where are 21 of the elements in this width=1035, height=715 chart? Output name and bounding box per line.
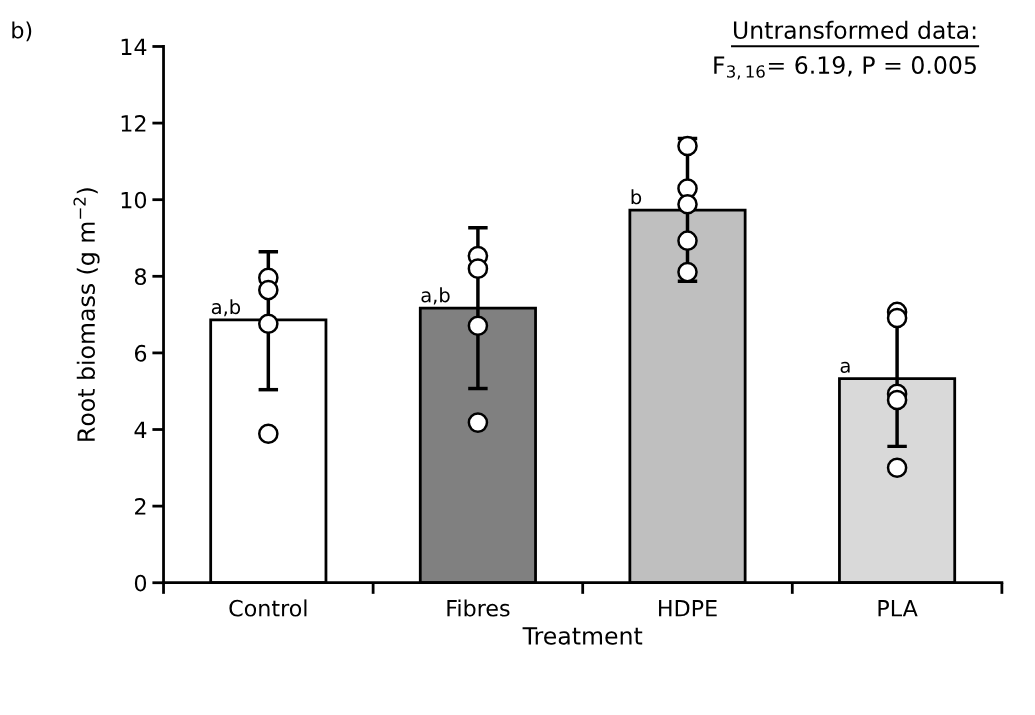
y-tick-label: 2 — [135, 498, 146, 515]
y-tick-label: 14 — [121, 38, 147, 55]
y-tick-label: 6 — [134, 344, 147, 362]
y-tick-label: 0 — [134, 574, 147, 592]
annotation: a,b — [421, 287, 450, 305]
annotation: b — [631, 189, 642, 205]
text: Untransformed data: — [733, 20, 976, 40]
x-tick-label: Fibres — [447, 599, 510, 617]
y-axis-title: Root biomass (g m$^{−2}$) — [73, 188, 100, 441]
annotation: a,b — [211, 299, 241, 317]
x-tick-label: PLA — [878, 600, 918, 617]
y-tick-label: 4 — [134, 421, 147, 438]
x-tick-label: HDPE — [659, 600, 717, 617]
x-axis-title: Treatment — [522, 627, 643, 645]
text: b) — [12, 21, 32, 42]
annotation: F$_{3,16}$= 6.19, P = 0.005 — [714, 56, 976, 80]
y-tick-label: 12 — [121, 115, 146, 132]
y-tick-label: 10 — [121, 191, 147, 209]
y-tick-label: 8 — [134, 268, 147, 286]
x-tick-label: Control — [229, 599, 307, 617]
annotation: a — [840, 361, 850, 373]
